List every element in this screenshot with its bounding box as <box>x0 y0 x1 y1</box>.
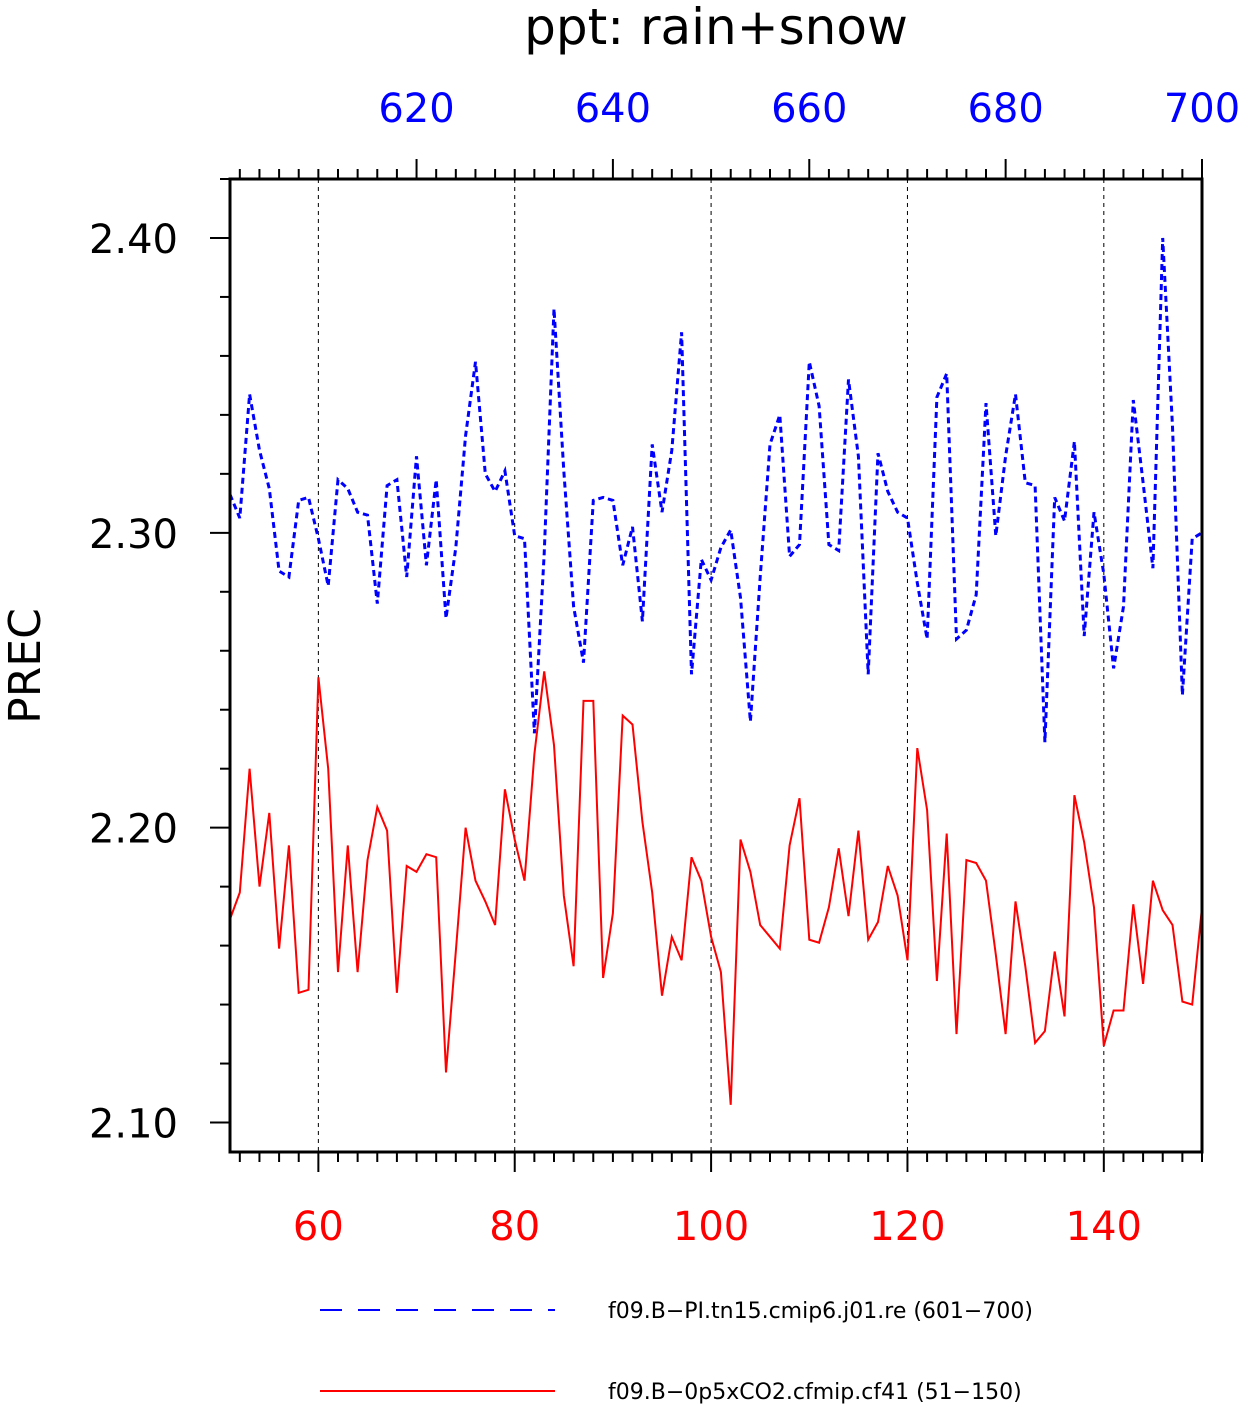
x-bottom-tick-label: 120 <box>869 1204 945 1250</box>
y-tick-label: 2.30 <box>89 512 178 558</box>
gridlines <box>317 179 1105 1152</box>
x-top-tick-label: 680 <box>967 86 1043 132</box>
x-top-tick-label: 640 <box>575 86 651 132</box>
x-bottom-tick-label: 140 <box>1066 1204 1142 1250</box>
legend: f09.B−PI.tn15.cmip6.j01.re (601−700) f09… <box>320 1299 1033 1405</box>
axis-ticks <box>210 159 1203 1172</box>
series-line-blue <box>228 237 1203 743</box>
series-group <box>228 237 1203 1105</box>
y-tick-label: 2.20 <box>89 807 178 853</box>
x-top-tick-label: 700 <box>1164 86 1240 132</box>
plot-frame <box>228 177 1204 1154</box>
x-bottom-tick-label: 80 <box>489 1204 540 1250</box>
series-line-red <box>229 671 1203 1105</box>
legend-label-blue: f09.B−PI.tn15.cmip6.j01.re (601−700) <box>608 1299 1033 1324</box>
tick-labels: 60 80 100 120 140 620 640 660 680 700 2.10 2.20 2.30… <box>89 86 1240 1250</box>
y-axis-label: PREC <box>0 608 51 724</box>
legend-label-red: f09.B−0p5xCO2.cfmip.cf41 (51−150) <box>608 1380 1022 1405</box>
x-bottom-tick-label: 100 <box>673 1204 749 1250</box>
y-tick-label: 2.40 <box>89 217 178 263</box>
y-tick-label: 2.10 <box>89 1102 178 1148</box>
chart-title: ppt: rain+snow <box>524 0 908 56</box>
x-top-tick-label: 660 <box>771 86 847 132</box>
x-top-tick-label: 620 <box>378 86 454 132</box>
x-bottom-tick-label: 60 <box>293 1204 344 1250</box>
